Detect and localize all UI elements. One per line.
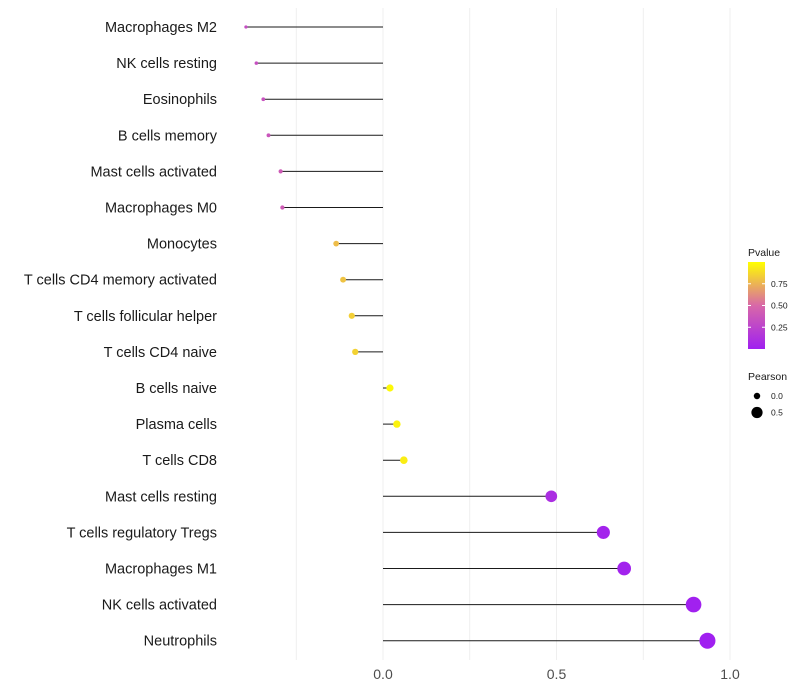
category-label: Macrophages M1 <box>105 562 217 578</box>
pearson-legend-title: Pearson <box>748 371 787 383</box>
category-label: T cells CD4 naive <box>104 345 217 361</box>
data-point <box>617 561 632 576</box>
x-axis-tick-labels: 0.0 0.5 1.0 <box>373 666 740 682</box>
pearson-legend: Pearson 0.0 0.5 <box>748 371 787 419</box>
data-point <box>545 490 558 503</box>
size-legend-label: 0.0 <box>771 391 783 401</box>
grid-lines <box>295 8 731 660</box>
category-label: Monocytes <box>147 237 217 253</box>
colorbar-tick-label: 0.25 <box>771 322 788 332</box>
data-point <box>266 133 271 138</box>
category-label: Mast cells activated <box>90 164 217 180</box>
category-labels: Macrophages M2 NK cells resting Eosinophil… <box>24 20 218 650</box>
lollipop-points <box>244 25 716 649</box>
x-tick-label: 0.5 <box>547 666 567 682</box>
data-point <box>278 169 283 174</box>
data-point <box>333 240 340 247</box>
pvalue-colorbar <box>748 262 765 349</box>
category-label: Neutrophils <box>144 634 217 650</box>
x-tick-label: 1.0 <box>720 666 740 682</box>
pvalue-legend: Pvalue 0.75 0.50 0.25 <box>748 247 788 349</box>
category-label: T cells CD4 memory activated <box>24 273 217 289</box>
size-legend-label: 0.5 <box>771 408 783 418</box>
category-label: NK cells resting <box>116 56 217 72</box>
category-label: NK cells activated <box>102 598 217 614</box>
category-label: B cells naive <box>136 381 217 397</box>
data-point <box>386 384 394 392</box>
data-point <box>348 312 355 319</box>
x-tick-label: 0.0 <box>373 666 393 682</box>
category-label: T cells follicular helper <box>74 309 217 325</box>
category-label: Eosinophils <box>143 92 217 108</box>
data-point <box>254 61 259 65</box>
category-label: B cells memory <box>118 128 218 144</box>
colorbar-tick-label: 0.50 <box>771 301 788 311</box>
data-point <box>393 420 401 428</box>
colorbar-tick-label: 0.75 <box>771 279 788 289</box>
data-point <box>400 456 408 465</box>
data-point <box>244 25 248 29</box>
data-point <box>340 276 347 283</box>
data-point <box>596 525 610 539</box>
category-label: Macrophages M2 <box>105 20 217 36</box>
data-point <box>699 632 716 649</box>
pvalue-legend-title: Pvalue <box>748 247 780 259</box>
size-legend-key <box>751 406 763 419</box>
data-point <box>261 97 266 102</box>
size-legend-key <box>753 392 761 400</box>
lollipop-stems <box>245 26 708 642</box>
category-label: Plasma cells <box>136 417 217 433</box>
data-point <box>280 205 285 210</box>
category-label: Macrophages M0 <box>105 201 217 217</box>
data-point <box>685 596 702 613</box>
category-label: T cells regulatory Tregs <box>67 525 217 541</box>
category-label: T cells CD8 <box>142 453 217 469</box>
data-point <box>352 348 359 356</box>
category-label: Mast cells resting <box>105 489 217 505</box>
